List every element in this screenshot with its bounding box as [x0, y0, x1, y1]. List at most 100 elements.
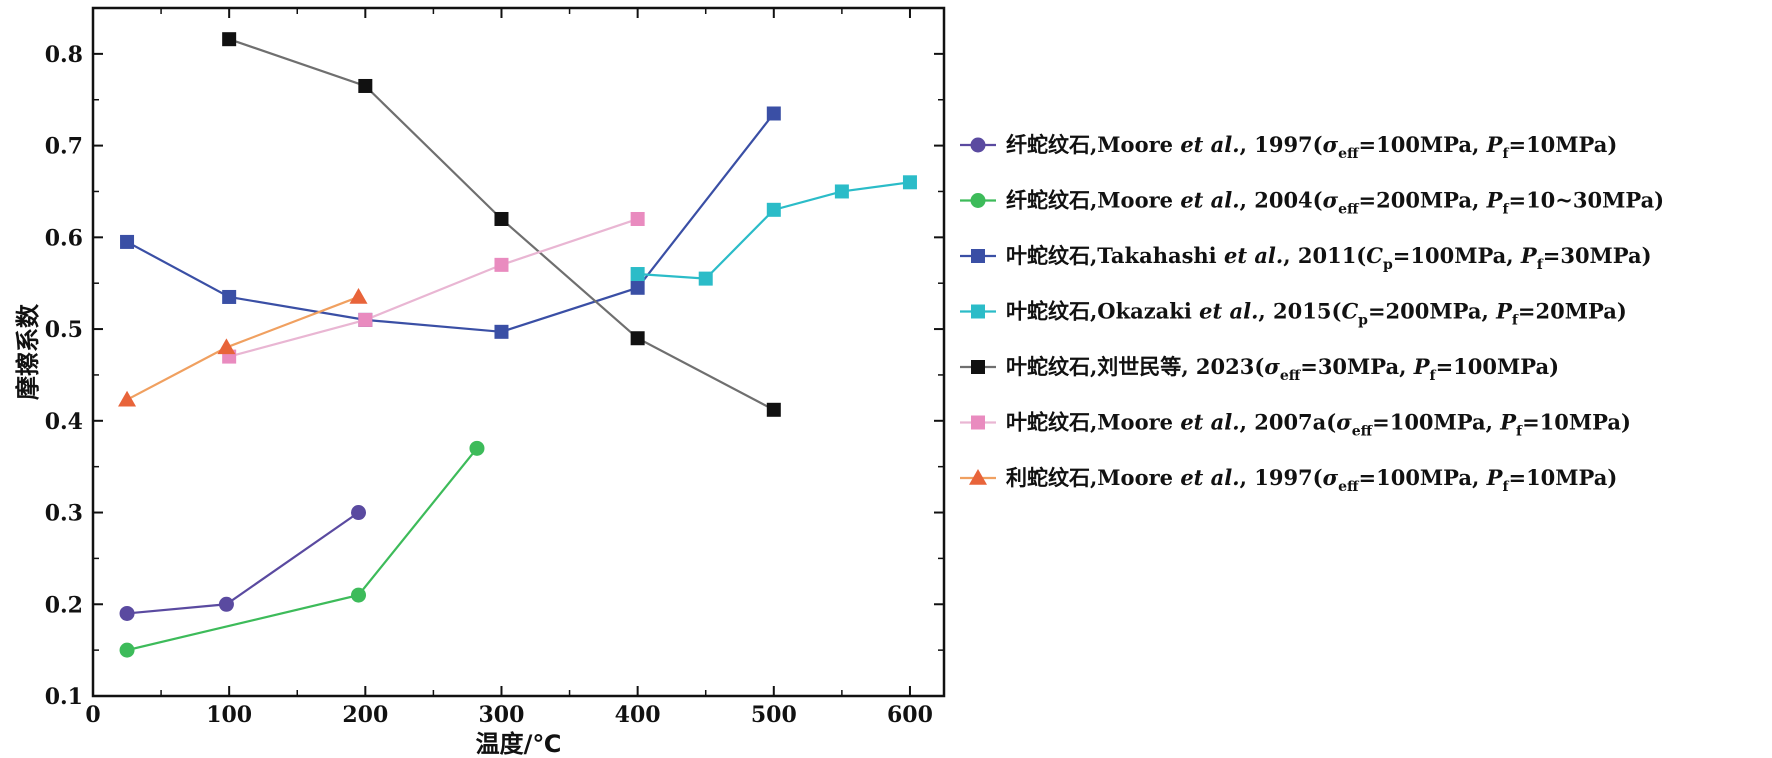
x-tick-label: 300: [479, 702, 525, 728]
legend-param1-symbol: σ: [1336, 410, 1352, 435]
legend-param2-value: =30MPa): [1543, 243, 1652, 268]
data-point: [494, 211, 509, 226]
data-point: [351, 587, 367, 603]
plot-area: [118, 32, 917, 658]
legend-year: , 2023(: [1181, 354, 1264, 379]
legend-et-al: et al.: [1180, 132, 1239, 157]
series-line: [637, 181, 911, 280]
legend-marker: [971, 304, 985, 319]
legend-mineral: 利蛇纹石,Moore: [1006, 465, 1180, 490]
legend-entry-6: 利蛇纹石,Moore et al., 1997(σeff=100MPa, Pf=…: [960, 465, 1617, 495]
x-tick-label: 100: [206, 702, 252, 728]
legend-param2-sub: f: [1430, 368, 1437, 384]
legend-param2-value: =10MPa): [1522, 410, 1631, 435]
data-point: [766, 402, 781, 417]
series-6: [118, 287, 368, 407]
legend: 纤蛇纹石,Moore et al., 1997(σeff=100MPa, Pf=…: [960, 132, 1664, 495]
legend-param2-symbol: P: [1486, 465, 1504, 490]
x-tick-label: 400: [615, 702, 661, 728]
data-point: [351, 505, 367, 521]
legend-param2-sub: f: [1516, 424, 1523, 440]
legend-param1-value: =100MPa,: [1372, 410, 1500, 435]
legend-param2-value: =100MPa): [1436, 354, 1559, 379]
data-point: [358, 78, 373, 93]
legend-et-al: et al.: [1180, 410, 1239, 435]
legend-param1-sub: eff: [1338, 202, 1360, 218]
legend-param1-symbol: σ: [1323, 188, 1339, 213]
series-1: [119, 440, 485, 658]
legend-entry-0: 纤蛇纹石,Moore et al., 1997(σeff=100MPa, Pf=…: [960, 132, 1617, 162]
legend-label: 叶蛇纹石,Moore et al., 2007a(σeff=100MPa, Pf…: [1006, 410, 1631, 440]
legend-param2-symbol: P: [1520, 243, 1538, 268]
legend-mineral: 叶蛇纹石,Moore: [1006, 410, 1180, 435]
y-tick-label: 0.6: [45, 225, 83, 251]
legend-param2-symbol: P: [1413, 354, 1431, 379]
legend-param1-value: =100MPa,: [1393, 243, 1521, 268]
x-axis-title: 温度/℃: [476, 730, 562, 758]
legend-param1-symbol: σ: [1264, 354, 1280, 379]
series-line: [126, 447, 478, 652]
data-point: [834, 184, 849, 199]
legend-param2-symbol: P: [1486, 132, 1504, 157]
legend-mineral: 叶蛇纹石,Okazaki: [1006, 299, 1199, 324]
y-tick-label: 0.1: [45, 684, 83, 710]
legend-param2-sub: f: [1502, 146, 1509, 162]
legend-et-al: et al.: [1199, 299, 1258, 324]
legend-marker: [971, 415, 985, 430]
legend-et-al: et al.: [1224, 243, 1283, 268]
legend-label: 叶蛇纹石,刘世民等, 2023(σeff=30MPa, Pf=100MPa): [1006, 354, 1559, 384]
x-tick-label: 200: [342, 702, 388, 728]
data-point: [494, 257, 509, 272]
legend-param2-symbol: P: [1495, 299, 1513, 324]
y-tick-label: 0.5: [45, 317, 83, 343]
legend-param2-sub: f: [1502, 202, 1509, 218]
data-point: [766, 202, 781, 217]
data-point: [120, 234, 135, 249]
x-tick-label: 500: [751, 702, 797, 728]
series-0: [119, 505, 367, 621]
legend-label: 纤蛇纹石,Moore et al., 2004(σeff=200MPa, Pf=…: [1006, 188, 1664, 218]
legend-param2-symbol: P: [1486, 188, 1504, 213]
legend-param2-value: =10~30MPa): [1508, 188, 1664, 213]
legend-year: , 1997(: [1240, 465, 1323, 490]
y-tick-label: 0.3: [45, 501, 83, 527]
legend-param1-value: =100MPa,: [1359, 132, 1487, 157]
legend-mineral: 叶蛇纹石,Takahashi: [1006, 243, 1224, 268]
legend-param1-sub: eff: [1338, 479, 1360, 495]
legend-param1-symbol: σ: [1323, 465, 1339, 490]
legend-param1-symbol: C: [1366, 243, 1383, 268]
y-axis-title: 摩擦系数: [14, 303, 42, 400]
legend-year: , 2007a(: [1240, 410, 1337, 435]
series-4: [222, 32, 781, 417]
legend-entry-5: 叶蛇纹石,Moore et al., 2007a(σeff=100MPa, Pf…: [960, 410, 1631, 440]
data-point: [630, 280, 645, 295]
legend-param1-value: =30MPa,: [1300, 354, 1414, 379]
legend-marker: [969, 469, 987, 485]
legend-year: , 1997(: [1240, 132, 1323, 157]
data-point: [349, 287, 368, 304]
legend-param2-value: =10MPa): [1508, 465, 1617, 490]
series-2: [120, 106, 781, 339]
series-line: [126, 511, 360, 615]
legend-param1-sub: eff: [1280, 368, 1302, 384]
legend-param2-value: =20MPa): [1518, 299, 1627, 324]
data-point: [766, 106, 781, 121]
legend-param1-sub: eff: [1352, 424, 1374, 440]
legend-marker: [970, 193, 986, 208]
data-point: [222, 289, 237, 304]
data-point: [630, 331, 645, 346]
legend-param2-value: =10MPa): [1508, 132, 1617, 157]
data-point: [902, 175, 917, 190]
legend-param2-sub: f: [1537, 257, 1544, 273]
legend-entry-1: 纤蛇纹石,Moore et al., 2004(σeff=200MPa, Pf=…: [960, 188, 1664, 218]
legend-year: , 2015(: [1258, 299, 1341, 324]
legend-marker: [971, 360, 985, 374]
legend-mineral: 纤蛇纹石,Moore: [1006, 132, 1180, 157]
series-3: [630, 175, 917, 286]
y-tick-label: 0.7: [45, 134, 83, 160]
legend-param1-value: =200MPa,: [1359, 188, 1487, 213]
data-point: [218, 596, 234, 612]
data-point: [358, 312, 373, 327]
legend-param1-symbol: C: [1341, 299, 1358, 324]
